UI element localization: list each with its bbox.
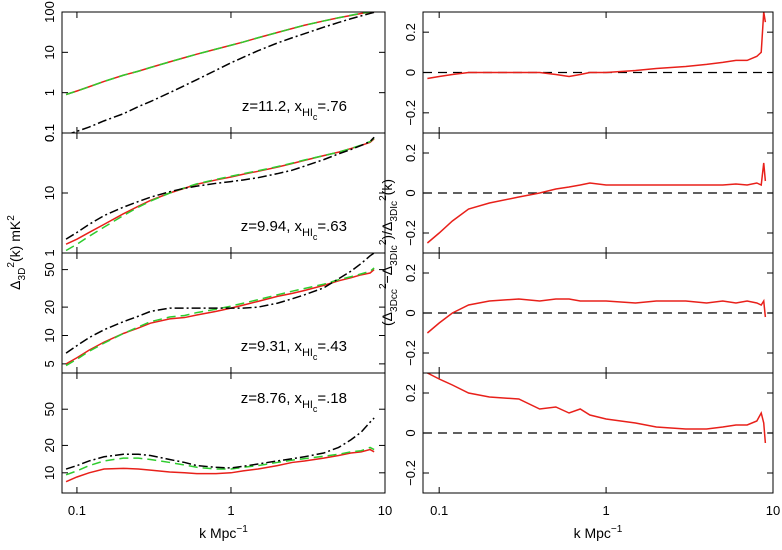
annotation-part: c [313,232,318,242]
y-tick-label: −0.2 [403,220,418,246]
y-axis-label: Δ3D2(k) mK2 [6,215,28,290]
panel-frame [61,132,386,254]
annotation-part: c [313,404,318,414]
y-tick-label: 1 [42,249,57,256]
x-axis-label-part: k Mpc [199,525,236,541]
annotation-part: z=9.31, x [241,338,303,355]
annotation-part: =.76 [317,98,347,115]
panel-frame [61,372,386,494]
y-axis-label-right-part: 3Dcc [389,289,400,312]
y-tick-label: 0.1 [42,124,57,142]
y-axis-label-right-part: 3DIc [389,245,400,266]
y-axis-label-part: 2 [6,215,17,221]
y-tick-label: −0.2 [403,100,418,126]
y-axis-label-part: 2 [6,262,17,268]
y-tick-label: 5 [42,360,57,367]
y-tick-label: 10 [42,466,57,480]
series-line [65,448,375,483]
x-tick-label: 10 [766,503,780,518]
y-tick-label: 50 [42,402,57,416]
annotation-part: =.43 [317,338,347,355]
y-tick-label: 0.2 [403,264,418,282]
series-line [65,12,375,96]
annotation-part: z=11.2, x [242,98,303,115]
x-tick-label: 0.1 [68,503,86,518]
y-tick-label: 0 [403,189,418,196]
y-tick-label: 100 [42,1,57,23]
y-tick-label: 0 [403,429,418,436]
x-tick-label: 10 [378,503,392,518]
annotation: z=9.31, xHIc=.43 [241,338,347,362]
series-line [65,417,375,470]
series-line [65,253,375,354]
y-axis-label-part: (k) mK [7,220,23,262]
annotation: z=8.76, xHIc=.18 [241,390,347,414]
series-line [65,136,375,240]
x-axis-label: k Mpc−1 [199,524,248,541]
annotation-part: HI [302,227,313,239]
annotation-part: HI [302,107,313,119]
y-axis-label-right-part: 2 [378,283,389,289]
annotation-part: c [313,352,318,362]
series-line [65,12,375,96]
y-axis-label-right-part: 2 [378,195,389,201]
y-axis-label-right: (Δ3Dcc2−Δ3DIc2)/Δ3DIc2(k) [378,179,400,326]
annotation-part: =.18 [317,390,347,407]
y-axis-label-right-part: (k) [379,179,395,195]
series-line [65,137,375,252]
y-axis-label-right-part: −Δ [379,266,395,284]
annotation-part: HI [302,399,313,411]
annotation-part: c [313,112,318,122]
x-tick-label: 0.1 [430,503,448,518]
series-line [65,267,375,367]
y-axis-label-right-part: 3DIc [389,201,400,222]
y-tick-label: 10 [42,186,57,200]
y-tick-label: −0.2 [403,460,418,486]
y-tick-label: 0.2 [403,144,418,162]
x-axis-label-part: k Mpc [574,525,611,541]
y-tick-label: 0.2 [403,23,418,41]
annotation-part: HI [302,347,313,359]
x-axis-label-part: −1 [236,524,248,535]
annotation: z=9.94, xHIc=.63 [241,218,347,242]
y-tick-label: 0.2 [403,384,418,402]
series-line [427,12,767,80]
x-tick-label: 1 [602,503,609,518]
series-line [426,298,767,334]
annotation: z=11.2, xHIc=.76 [242,98,347,122]
y-tick-label: 10 [42,328,57,342]
y-tick-label: 1 [42,89,57,96]
annotation-part: z=9.94, x [241,218,303,235]
y-tick-label: 0 [403,309,418,316]
panel-frame [422,372,774,494]
y-axis-label-part: Δ [7,280,23,289]
x-axis-label-part: −1 [611,524,623,535]
y-axis-label-right-part: (Δ [379,312,395,326]
series-line [65,446,375,476]
y-tick-label: −0.2 [403,340,418,366]
annotation-part: z=8.76, x [241,390,303,407]
y-tick-label: 20 [42,438,57,452]
y-axis-label-right-part: 2 [378,239,389,245]
series-line [427,373,767,444]
y-tick-label: 50 [42,262,57,276]
y-axis-label-part: 3D [17,268,28,281]
panel-frame [61,252,386,374]
y-tick-label: 0.1 [42,124,57,142]
y-tick-label: 0 [403,69,418,76]
y-tick-label: 10 [42,45,57,59]
y-axis-label-right-part: )/Δ [379,222,395,240]
x-tick-label: 1 [227,503,234,518]
x-axis-label-right: k Mpc−1 [574,524,623,541]
annotation-part: =.63 [317,218,347,235]
series-line [426,162,767,244]
series-line [69,12,375,133]
y-tick-label: 20 [42,300,57,314]
